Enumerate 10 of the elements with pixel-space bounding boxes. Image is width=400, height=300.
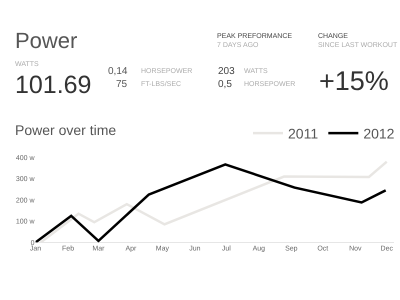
- text: 75: [116, 79, 128, 90]
- text: 203: [218, 66, 236, 77]
- legend-label: 2011: [288, 126, 318, 142]
- text: Power: [15, 28, 78, 53]
- legend-label: 2012: [363, 126, 395, 142]
- text: 101.69: [15, 71, 92, 99]
- text: 0,5: [218, 79, 232, 90]
- text: +15%: [319, 66, 389, 96]
- text: 0,14: [108, 66, 128, 77]
- chart-title: Power over time: [15, 122, 116, 138]
